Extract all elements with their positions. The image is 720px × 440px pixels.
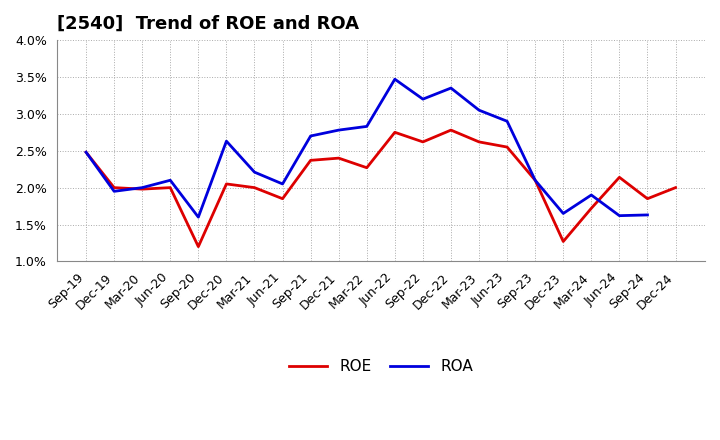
ROE	[503, 144, 511, 150]
ROA	[390, 77, 399, 82]
ROE	[671, 185, 680, 190]
ROE	[474, 139, 483, 145]
ROE	[334, 155, 343, 161]
ROE	[446, 128, 455, 133]
ROE	[194, 244, 202, 249]
ROA	[446, 85, 455, 91]
ROA	[334, 128, 343, 133]
ROA	[138, 185, 147, 190]
ROA	[82, 150, 91, 155]
ROA	[587, 192, 595, 198]
ROE	[110, 185, 119, 190]
ROE	[222, 181, 230, 187]
ROA	[531, 178, 539, 183]
ROE	[306, 158, 315, 163]
ROE	[138, 187, 147, 192]
ROA	[503, 119, 511, 124]
ROE	[250, 185, 258, 190]
ROA	[250, 169, 258, 175]
ROA	[418, 96, 427, 102]
ROA	[615, 213, 624, 218]
ROA	[306, 133, 315, 139]
ROE	[362, 165, 371, 170]
ROA	[362, 124, 371, 129]
ROE	[278, 196, 287, 202]
Line: ROA: ROA	[86, 79, 647, 217]
ROE	[531, 178, 539, 183]
ROE	[643, 196, 652, 202]
ROA	[643, 212, 652, 217]
ROE	[559, 239, 567, 244]
ROE	[418, 139, 427, 145]
ROA	[110, 189, 119, 194]
ROA	[166, 178, 174, 183]
ROE	[615, 175, 624, 180]
ROA	[278, 181, 287, 187]
ROA	[222, 139, 230, 144]
Legend: ROE, ROA: ROE, ROA	[283, 353, 479, 380]
Text: [2540]  Trend of ROE and ROA: [2540] Trend of ROE and ROA	[57, 15, 359, 33]
ROA	[559, 211, 567, 216]
Line: ROE: ROE	[86, 130, 675, 247]
ROE	[390, 130, 399, 135]
ROE	[587, 205, 595, 211]
ROA	[474, 107, 483, 113]
ROE	[82, 150, 91, 155]
ROE	[166, 185, 174, 190]
ROA	[194, 214, 202, 220]
